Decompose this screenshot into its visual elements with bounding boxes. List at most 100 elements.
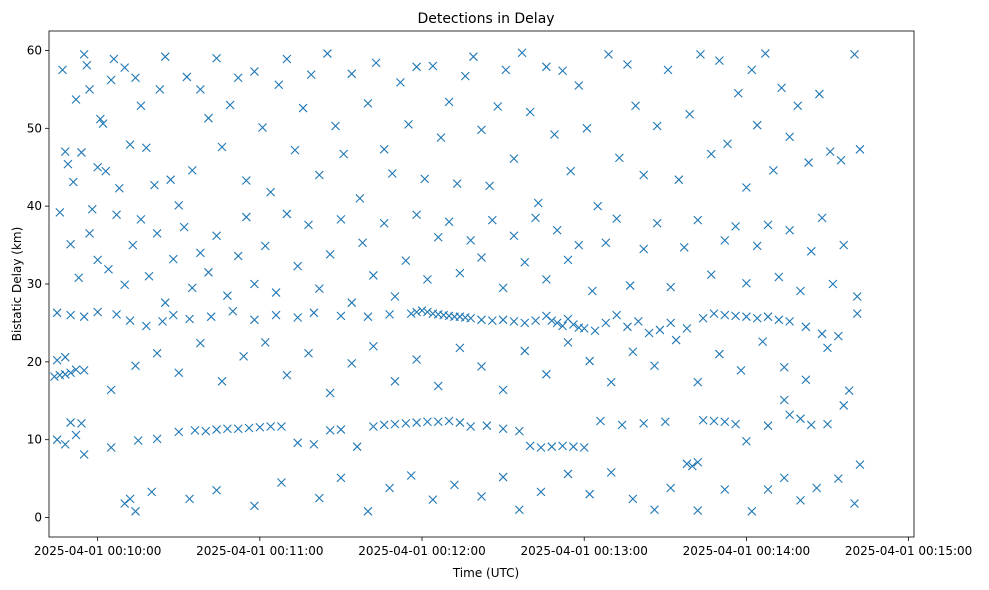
data-point <box>168 254 178 264</box>
data-point <box>358 238 367 248</box>
data-point <box>336 425 346 434</box>
data-point <box>50 372 59 382</box>
data-point <box>93 162 103 172</box>
data-point <box>793 101 803 111</box>
data-point <box>450 480 459 490</box>
data-point <box>477 125 486 135</box>
data-point <box>66 310 76 320</box>
data-point <box>585 356 595 366</box>
data-point <box>160 52 170 62</box>
data-point <box>323 49 332 58</box>
data-point <box>666 483 676 493</box>
data-point <box>444 416 454 426</box>
data-point <box>477 362 486 371</box>
data-point <box>52 435 62 445</box>
data-point <box>563 469 573 479</box>
data-point <box>763 421 773 431</box>
data-point <box>258 123 267 132</box>
data-point <box>79 49 89 59</box>
data-point <box>212 425 221 434</box>
data-point <box>850 49 859 59</box>
data-point <box>693 457 703 467</box>
data-point <box>277 422 286 431</box>
data-point <box>125 316 135 325</box>
data-point <box>379 420 389 430</box>
data-point <box>752 241 762 251</box>
data-point <box>563 255 573 265</box>
data-point <box>623 60 632 69</box>
data-point <box>168 310 178 320</box>
data-point <box>693 506 703 515</box>
data-point <box>290 145 300 155</box>
data-point <box>531 213 540 223</box>
data-point <box>552 318 562 328</box>
data-point <box>455 268 465 278</box>
data-point <box>590 326 600 336</box>
data-point <box>723 139 732 149</box>
data-point <box>250 501 259 511</box>
data-point <box>817 213 827 223</box>
x-axis-title: Time (UTC) <box>452 566 519 580</box>
data-point <box>71 365 81 375</box>
x-tick-label: 2025-04-01 00:12:00 <box>358 544 485 558</box>
data-point <box>128 240 138 250</box>
data-point <box>812 483 822 493</box>
data-point <box>631 101 640 111</box>
data-point <box>736 366 746 375</box>
data-point <box>742 183 751 192</box>
data-point <box>801 375 811 385</box>
data-point <box>706 270 716 280</box>
data-point <box>87 204 97 214</box>
data-point <box>266 187 276 197</box>
data-point <box>596 416 605 426</box>
data-point <box>93 255 103 265</box>
data-point <box>185 494 194 504</box>
data-point <box>401 256 411 266</box>
data-point <box>785 225 795 235</box>
data-point <box>204 113 213 123</box>
data-point <box>412 307 422 317</box>
data-point <box>514 505 524 515</box>
data-point <box>785 316 795 326</box>
data-point <box>552 225 562 235</box>
data-point <box>379 144 389 154</box>
data-point <box>347 359 357 368</box>
data-point <box>85 229 94 238</box>
data-point <box>52 355 62 365</box>
data-point <box>371 58 381 68</box>
x-tick-label: 2025-04-01 00:10:00 <box>34 544 161 558</box>
data-point <box>106 75 116 85</box>
data-point <box>452 179 462 188</box>
data-point <box>536 443 546 452</box>
y-tick-label: 0 <box>34 511 42 525</box>
data-point <box>625 281 635 290</box>
data-point <box>436 133 446 143</box>
data-point <box>550 130 559 139</box>
data-point <box>604 49 613 59</box>
data-point <box>612 214 622 223</box>
data-point <box>706 149 716 159</box>
data-point <box>628 494 638 504</box>
data-point <box>79 366 89 375</box>
data-point <box>298 103 308 113</box>
data-point <box>509 154 519 164</box>
data-point <box>769 165 778 175</box>
data-point <box>187 165 197 175</box>
data-point <box>785 410 795 420</box>
data-point <box>733 88 743 98</box>
data-point <box>742 278 751 288</box>
data-point <box>114 183 124 193</box>
data-point <box>696 49 705 59</box>
data-point <box>525 107 535 117</box>
data-point <box>166 175 176 185</box>
data-point <box>852 292 862 301</box>
data-point <box>720 417 730 427</box>
data-point <box>225 100 235 110</box>
data-point <box>709 416 719 426</box>
data-point <box>260 337 270 347</box>
data-point <box>223 424 232 434</box>
data-point <box>325 388 335 398</box>
data-point <box>385 483 394 493</box>
data-point <box>66 368 76 378</box>
data-point <box>79 312 89 322</box>
